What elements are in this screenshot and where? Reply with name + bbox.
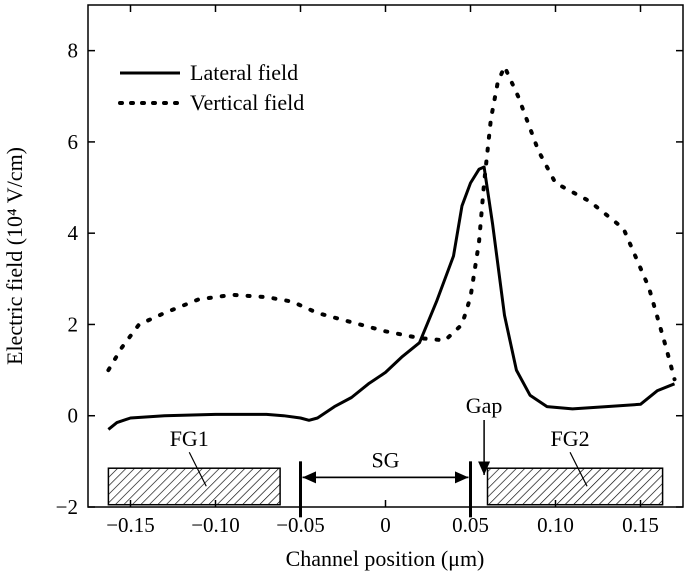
fg1-label: FG1: [170, 426, 209, 451]
y-tick-label: −2: [56, 495, 78, 519]
x-axis-label: Channel position (μm): [286, 546, 485, 571]
gap-label: Gap: [466, 393, 503, 418]
annotation-layer: FG1 FG2 SG Gap: [107, 393, 664, 518]
x-tick-label: −0.10: [191, 513, 240, 537]
x-tick-labels: −0.15 −0.10 −0.05 0 0.05 0.10 0.15: [106, 513, 659, 537]
y-tick-labels: −2 0 2 4 6 8: [56, 39, 79, 519]
y-tick-label: 0: [68, 404, 79, 428]
vertical-field-line: [106, 64, 677, 382]
sg-label: SG: [371, 447, 399, 472]
fg2-gate-rect: [486, 467, 664, 506]
legend-label-vertical: Vertical field: [190, 90, 304, 115]
y-axis-label: Electric field (10⁴ V/cm): [2, 147, 27, 365]
x-tick-label: −0.15: [106, 513, 155, 537]
y-tick-label: 2: [68, 312, 79, 336]
x-tick-label: 0: [380, 513, 391, 537]
fg1-pointer: [188, 451, 207, 487]
y-tick-label: 6: [68, 130, 79, 154]
y-tick-label: 4: [68, 221, 79, 245]
x-tick-label: 0.10: [537, 513, 574, 537]
fg1-gate-rect: [107, 467, 281, 506]
fg2-label: FG2: [550, 426, 589, 451]
legend-label-lateral: Lateral field: [190, 60, 298, 85]
series-layer: [106, 64, 677, 431]
y-tick-label: 8: [68, 39, 79, 63]
lateral-field-line: [107, 165, 676, 431]
x-tick-label: 0.15: [622, 513, 659, 537]
fg2-pointer: [569, 451, 588, 487]
legend: Lateral field Vertical field: [118, 60, 304, 115]
